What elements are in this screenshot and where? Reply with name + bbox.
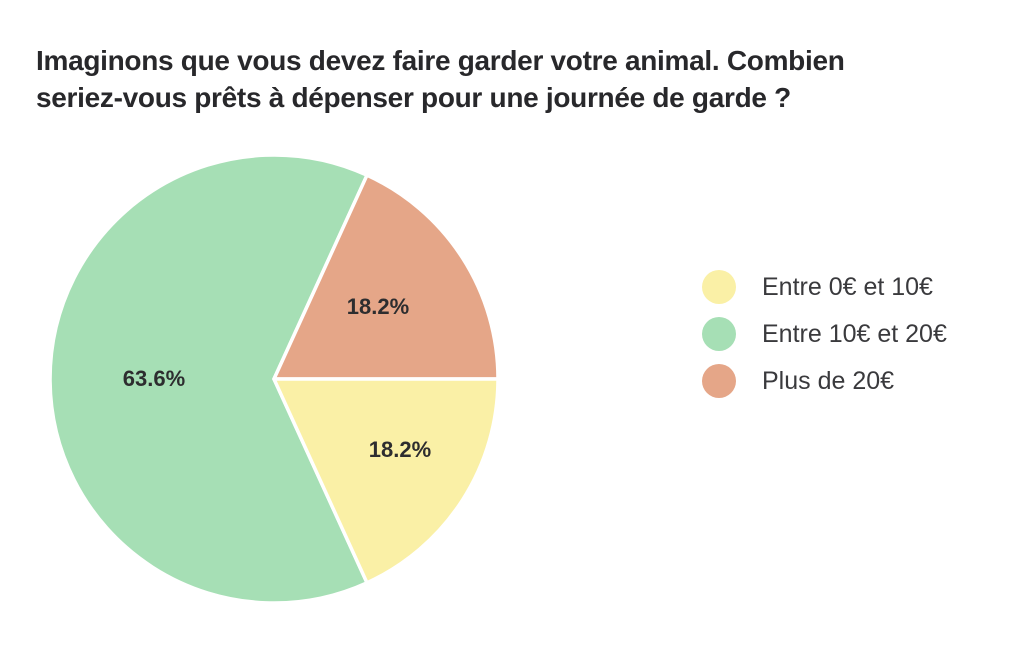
pie-slice-plus-de-20[interactable] [272,173,500,381]
legend-label: Entre 0€ et 10€ [762,272,933,301]
chart-title-line1: Imaginons que vous devez faire garder vo… [36,45,845,76]
legend-swatch-circle-icon [702,364,736,398]
legend-item-plus-de-20[interactable]: Plus de 20€ [702,364,947,398]
pie-label-entre-0-et-10: 18.2% [369,437,431,462]
legend-item-entre-10-et-20[interactable]: Entre 10€ et 20€ [702,317,947,351]
chart-title: Imaginons que vous devez faire garder vo… [36,42,996,116]
legend-swatch-circle-icon [702,270,736,304]
pie-label-entre-10-et-20: 63.6% [123,366,185,391]
pie-slice-entre-0-et-10[interactable] [272,377,500,585]
legend-item-entre-0-et-10[interactable]: Entre 0€ et 10€ [702,270,947,304]
legend: Entre 0€ et 10€ Entre 10€ et 20€ Plus de… [702,270,947,398]
legend-swatch-circle-icon [702,317,736,351]
legend-label: Entre 10€ et 20€ [762,319,947,348]
legend-label: Plus de 20€ [762,366,895,395]
pie-slice-entre-10-et-20[interactable] [48,153,369,605]
chart-title-line2: seriez-vous prêts à dépenser pour une jo… [36,82,791,113]
pie-label-plus-de-20: 18.2% [347,294,409,319]
